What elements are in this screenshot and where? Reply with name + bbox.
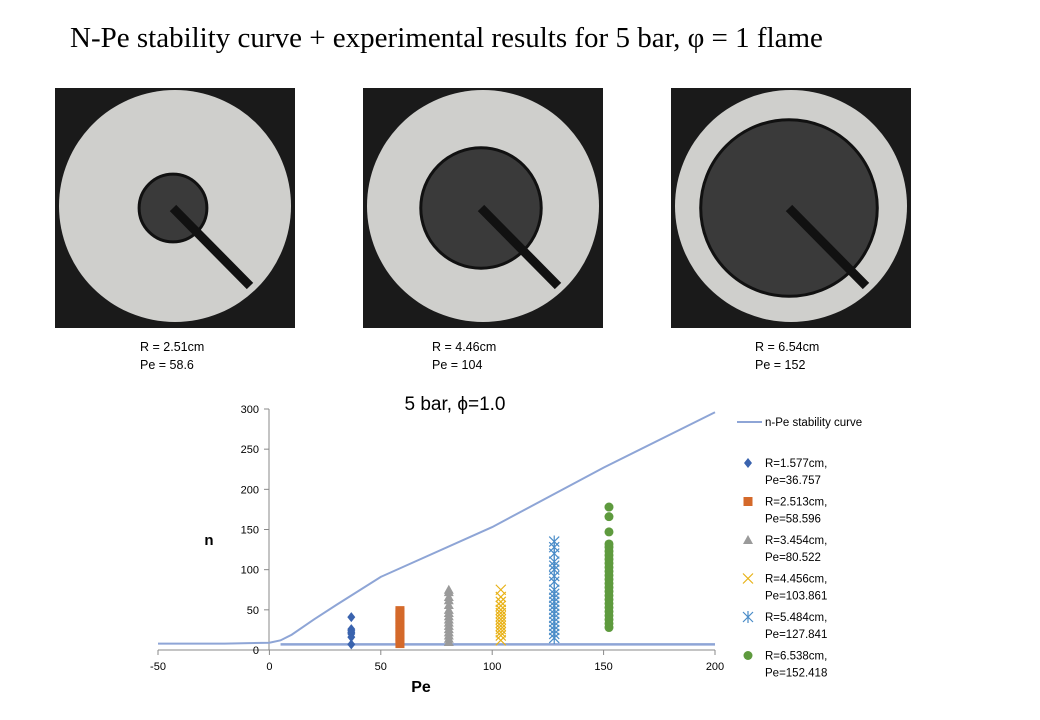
legend-label: R=3.454cm, [765,535,827,547]
electrode [785,204,870,290]
x-tick-label: 150 [594,661,612,673]
x-axis-label: Pe [411,679,431,696]
x-tick-label: 200 [706,661,724,673]
legend-marker-triangle [743,535,753,544]
legend-label: R=5.484cm, [765,612,827,624]
legend-marker-star [742,611,754,623]
data-point-series-1 [347,639,356,650]
y-tick-label: 150 [241,525,259,537]
x-tick-label: 100 [483,661,501,673]
legend-marker-circle [743,651,753,660]
caption-radius: R = 4.46cm [432,340,497,354]
caption-radius: R = 6.54cm [755,340,820,354]
caption-radius: R = 2.51cm [140,340,205,354]
x-tick-label: 0 [266,661,272,673]
flame-photo-3 [671,88,911,328]
data-point-series-3 [443,604,454,614]
legend-marker-diamond [744,458,752,468]
y-tick-label: 300 [241,404,259,416]
legend-curve-label: n-Pe stability curve [765,417,862,429]
data-point-series-6 [604,502,614,512]
photo-caption-2: R = 4.46cm Pe = 104 [432,338,496,374]
y-tick-label: 100 [241,565,259,577]
x-tick-label: 50 [375,661,387,673]
legend-label-pe: Pe=80.522 [765,552,821,564]
data-point-series-4 [495,604,507,616]
legend-marker-square [743,497,753,506]
flame-photo-2 [363,88,603,328]
caption-pe: Pe = 104 [432,358,483,372]
data-point-series-6 [604,539,614,549]
caption-pe: Pe = 152 [755,358,806,372]
data-point-series-6 [604,527,614,537]
data-point-series-6 [604,512,614,522]
data-point-series-4 [495,600,507,612]
legend-label: R=4.456cm, [765,574,827,586]
legend-label-pe: Pe=36.757 [765,475,821,487]
y-tick-label: 0 [253,645,259,657]
legend-label-pe: Pe=152.418 [765,668,827,680]
data-point-series-3 [443,584,454,594]
caption-pe: Pe = 58.6 [140,358,194,372]
y-tick-label: 250 [241,444,259,456]
data-point-series-4 [495,596,507,608]
data-point-series-5 [548,535,560,548]
data-point-series-4 [495,584,507,596]
data-point-series-3 [443,591,454,601]
electrode [477,204,562,290]
data-point-series-2 [395,606,405,616]
y-tick-label: 50 [247,605,259,617]
data-point-series-4 [495,634,507,646]
y-axis-label: n [204,532,213,549]
stability-curve-upper [158,411,716,645]
legend-label-pe: Pe=127.841 [765,629,827,641]
data-point-series-1 [347,632,356,643]
photo-caption-1: R = 2.51cm Pe = 58.6 [140,338,204,374]
photo-caption-3: R = 6.54cm Pe = 152 [755,338,819,374]
legend-label-pe: Pe=103.861 [765,591,827,603]
legend-label: R=2.513cm, [765,497,827,509]
data-point-series-1 [347,612,356,623]
chart-title: 5 bar, ϕ=1.0 [405,394,506,415]
legend-label: R=1.577cm, [765,458,827,470]
legend-label-pe: Pe=58.596 [765,514,821,526]
electrode [169,204,254,290]
x-tick-label: -50 [150,661,166,673]
flame-photo-1 [55,88,295,328]
slide-title: N-Pe stability curve + experimental resu… [70,22,823,54]
legend-marker-x [742,573,754,584]
y-tick-label: 200 [241,484,259,496]
legend-label: R=6.538cm, [765,651,827,663]
data-point-series-3 [443,600,454,610]
